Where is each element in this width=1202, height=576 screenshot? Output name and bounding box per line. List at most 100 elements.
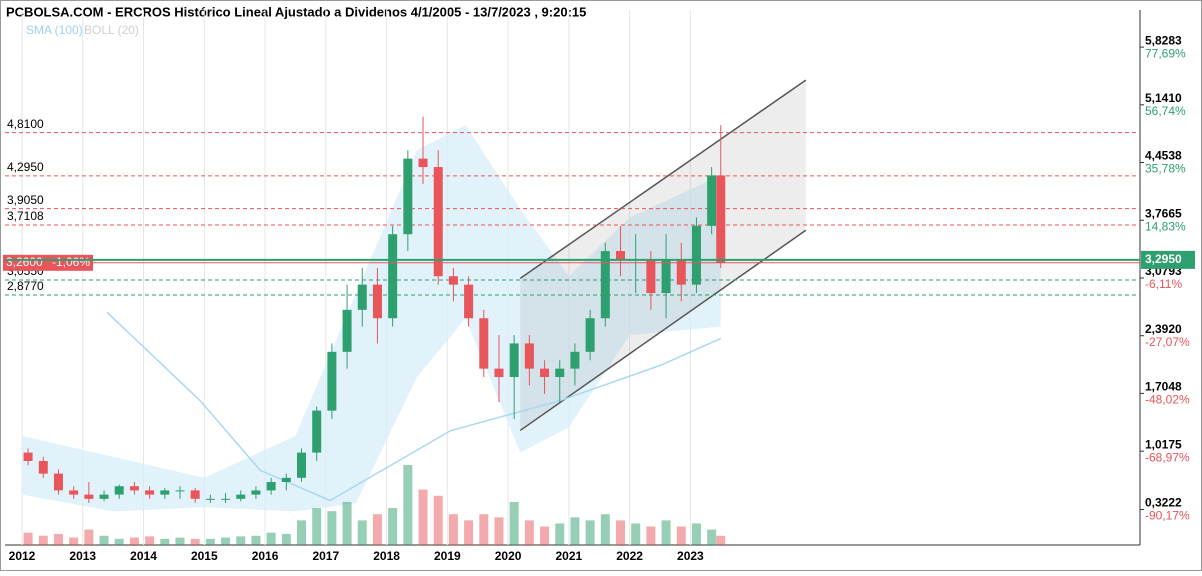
- candle-body: [418, 158, 428, 168]
- volume-bar: [555, 523, 565, 545]
- volume-bar: [221, 537, 231, 545]
- volume-bar: [631, 523, 641, 545]
- candle-body: [114, 486, 124, 495]
- y-tick-change: -48,02%: [1145, 393, 1190, 407]
- volume-bar: [372, 514, 382, 545]
- candle-body: [464, 284, 474, 319]
- y-tick-label: 1,7048: [1145, 380, 1182, 394]
- candle-body: [509, 343, 519, 378]
- candle-body: [570, 351, 580, 369]
- volume-bar: [312, 508, 322, 545]
- volume-bar: [540, 526, 550, 545]
- candle-body: [448, 276, 458, 285]
- x-tick-label: 2021: [556, 549, 583, 563]
- volume-bar: [38, 535, 48, 545]
- volume-bar: [205, 538, 215, 545]
- candle-body: [676, 259, 686, 285]
- candle-body: [494, 368, 504, 378]
- candle-body: [297, 452, 307, 478]
- candle-body: [479, 318, 489, 369]
- volume-bar: [281, 533, 291, 545]
- volume-bar: [448, 514, 458, 545]
- volume-bar: [160, 538, 170, 545]
- channel-line: [519, 229, 807, 432]
- x-tick-label: 2020: [495, 549, 522, 563]
- price-level-label: 2,8770: [7, 279, 44, 293]
- x-tick-label: 2016: [252, 549, 279, 563]
- volume-bar: [69, 537, 79, 545]
- candle-body: [342, 309, 352, 352]
- volume-bar: [190, 538, 200, 545]
- volume-bar: [464, 520, 474, 545]
- volume-bar: [327, 511, 337, 545]
- y-tick-label: 1,0175: [1145, 437, 1182, 451]
- candle-body: [540, 368, 550, 378]
- y-tick-change: 35,78%: [1145, 162, 1186, 176]
- x-tick-label: 2013: [69, 549, 96, 563]
- x-tick-label: 2012: [9, 549, 36, 563]
- last-price-label: 3,2600: [6, 255, 43, 269]
- x-tick-label: 2014: [130, 549, 157, 563]
- indicator-label: SMA (100): [26, 23, 83, 37]
- volume-bar: [129, 537, 139, 545]
- volume-bar: [585, 520, 595, 545]
- candle-body: [600, 251, 610, 319]
- volume-bar: [509, 501, 519, 545]
- volume-bar: [236, 536, 246, 545]
- candle-body: [266, 482, 276, 491]
- volume-bar: [251, 535, 261, 545]
- x-tick-label: 2017: [312, 549, 339, 563]
- volume-bar: [53, 533, 63, 545]
- volume-bar: [646, 526, 656, 545]
- chart-title: PCBOLSA.COM - ERCROS Histórico Lineal Aj…: [6, 4, 586, 19]
- volume-bar: [23, 532, 33, 545]
- volume-bar: [357, 520, 367, 545]
- y-tick-label: 2,3920: [1145, 322, 1182, 336]
- volume-bar: [661, 520, 671, 545]
- volume-bar: [433, 495, 443, 545]
- volume-bar: [84, 529, 94, 545]
- candle-body: [555, 368, 565, 378]
- y-tick-change: 14,83%: [1145, 219, 1186, 233]
- volume-bar: [418, 489, 428, 545]
- volume-bar: [600, 514, 610, 545]
- last-price-change: -1,06%: [52, 255, 90, 269]
- volume-bar: [716, 535, 726, 545]
- candle-body: [388, 234, 398, 319]
- candle-body: [691, 225, 701, 285]
- candle-body: [99, 494, 109, 499]
- price-level-label: 3,9050: [7, 193, 44, 207]
- candle-body: [372, 284, 382, 319]
- bollinger-band: [22, 125, 721, 512]
- candle-body: [129, 486, 139, 491]
- price-level-label: 4,8100: [7, 117, 44, 131]
- candle-body: [69, 490, 79, 495]
- volume-bar: [403, 465, 413, 545]
- y-tick-label: 5,8283: [1145, 33, 1182, 47]
- y-tick-label: 3,7665: [1145, 206, 1182, 220]
- volume-bar: [297, 520, 307, 545]
- candle-body: [38, 461, 48, 474]
- candle-body: [221, 498, 231, 500]
- x-tick-label: 2023: [677, 549, 704, 563]
- y-tick-change: 77,69%: [1145, 46, 1186, 60]
- candle-body: [53, 473, 63, 491]
- current-price-label: 3,2950: [1145, 252, 1182, 266]
- y-tick-label: 4,4538: [1145, 149, 1182, 163]
- candle-body: [433, 167, 443, 277]
- candle-body: [84, 494, 94, 499]
- indicator-label: BOLL (20): [84, 23, 139, 37]
- last-price-box: [3, 254, 93, 271]
- volume-bar: [266, 532, 276, 545]
- volume-bar: [570, 517, 580, 545]
- price-level-label: 3,7108: [7, 209, 44, 223]
- volume-bar: [175, 537, 185, 545]
- candle-body: [585, 318, 595, 352]
- candle-body: [205, 498, 215, 500]
- candle-body: [281, 477, 291, 483]
- price-level-label: 4,2950: [7, 160, 44, 174]
- candle-body: [251, 490, 261, 495]
- candle-body: [236, 494, 246, 499]
- sma-line: [106, 311, 722, 502]
